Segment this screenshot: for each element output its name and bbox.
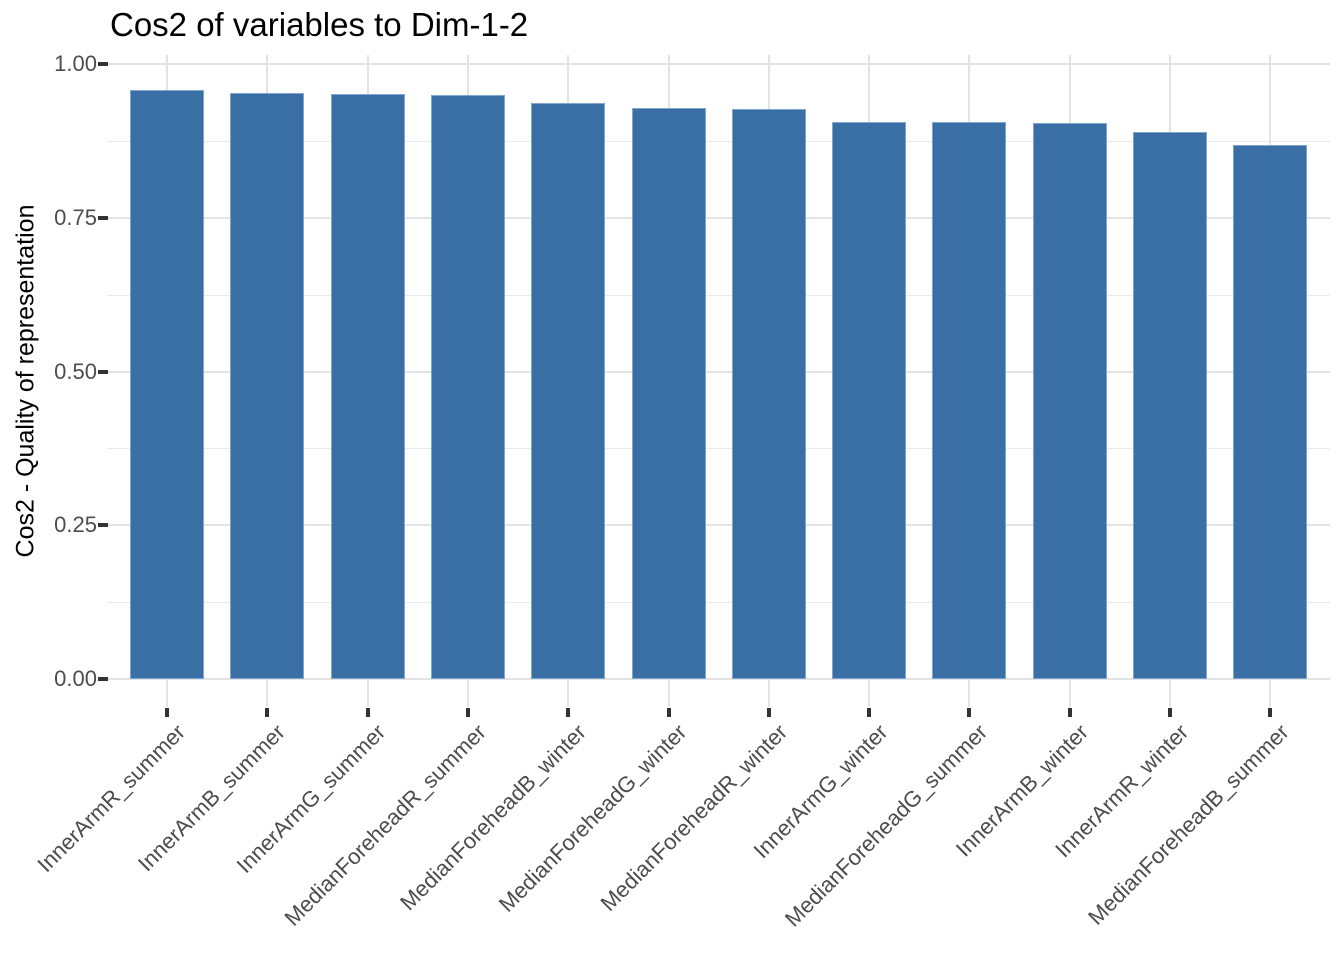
x-tick bbox=[465, 708, 470, 717]
x-tick-label: MedianForeheadG_summer bbox=[780, 719, 993, 932]
x-tick-label: MedianForeheadR_summer bbox=[279, 719, 491, 931]
x-tick bbox=[666, 708, 671, 717]
y-tick bbox=[98, 62, 108, 66]
bar bbox=[230, 92, 305, 679]
y-tick-label: 0.25 bbox=[54, 512, 97, 538]
gridline-y-minor bbox=[107, 140, 1330, 142]
y-tick-label: 0.00 bbox=[54, 666, 97, 691]
x-tick bbox=[1168, 708, 1172, 717]
y-tick-label: 0.75 bbox=[54, 204, 97, 230]
x-tick bbox=[967, 708, 972, 717]
gridline-y-minor bbox=[107, 602, 1330, 604]
y-tick-label: 1.00 bbox=[54, 51, 97, 76]
x-tick-label: MedianForeheadG_winter bbox=[493, 719, 692, 917]
bar bbox=[330, 93, 405, 679]
y-axis-title: Cos2 - Quality of representation bbox=[11, 204, 40, 558]
x-tick bbox=[566, 708, 571, 717]
bar bbox=[932, 122, 1007, 679]
x-tick bbox=[766, 708, 771, 717]
x-tick bbox=[867, 708, 872, 717]
x-tick bbox=[1268, 708, 1273, 717]
gridline-y-major bbox=[107, 63, 1330, 65]
x-tick bbox=[265, 708, 270, 717]
bar bbox=[1233, 144, 1308, 679]
bar bbox=[1032, 123, 1107, 679]
bar bbox=[832, 121, 907, 679]
plot-panel bbox=[107, 55, 1330, 707]
gridline-y-major bbox=[107, 216, 1330, 219]
gridline-y-major bbox=[107, 370, 1330, 373]
bar bbox=[130, 89, 204, 679]
x-tick-label: MedianForeheadR_winter bbox=[595, 719, 792, 916]
y-tick bbox=[98, 215, 108, 220]
gridline-y-minor bbox=[107, 448, 1330, 450]
y-tick bbox=[98, 369, 108, 374]
bar bbox=[1133, 132, 1207, 679]
bar bbox=[731, 108, 806, 679]
x-tick-label: MedianForeheadB_summer bbox=[1082, 719, 1294, 930]
bar bbox=[631, 107, 706, 679]
x-tick bbox=[1067, 708, 1072, 717]
x-tick bbox=[165, 708, 169, 717]
y-tick-label: 0.50 bbox=[54, 358, 97, 384]
bar bbox=[531, 103, 606, 679]
chart-title: Cos2 of variables to Dim-1-2 bbox=[110, 6, 529, 43]
x-tick-label: MedianForeheadB_winter bbox=[395, 719, 592, 916]
y-tick bbox=[98, 523, 108, 528]
bar bbox=[430, 94, 505, 679]
gridline-y-minor bbox=[107, 294, 1330, 296]
y-tick bbox=[98, 677, 108, 681]
x-tick bbox=[365, 708, 370, 717]
gridline-y-major bbox=[107, 524, 1330, 527]
gridline-y-major bbox=[107, 678, 1330, 680]
